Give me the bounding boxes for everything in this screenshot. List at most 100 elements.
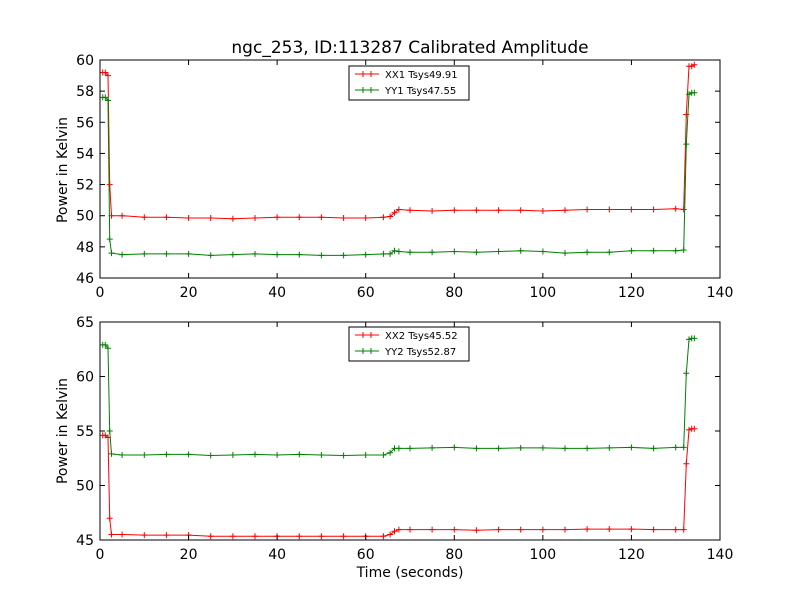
x-tick-label: 20 — [180, 547, 198, 563]
x-tick-label: 20 — [180, 285, 198, 301]
y-tick-label: 60 — [76, 370, 94, 386]
legend-marker-xx1 — [360, 71, 374, 77]
data-point-1-0-31 — [628, 526, 635, 533]
data-point-1-1-30 — [606, 444, 613, 451]
data-point-0-0-9 — [207, 215, 214, 221]
data-point-1-1-34 — [680, 444, 687, 451]
data-point-0-0-28 — [562, 207, 568, 214]
data-point-0-1-6 — [141, 250, 148, 257]
data-point-0-1-26 — [517, 247, 524, 254]
data-point-1-0-24 — [473, 527, 480, 534]
data-point-0-0-24 — [473, 207, 480, 214]
data-point-1-1-2 — [105, 345, 111, 352]
data-point-1-0-3 — [106, 515, 113, 522]
data-point-0-0-19 — [391, 209, 398, 216]
data-point-0-1-23 — [451, 248, 458, 255]
top-legend-entry-1: XX1 Tsys49.91 — [355, 70, 458, 81]
x-axis-label: Time (seconds) — [356, 565, 464, 581]
data-point-0-1-10 — [229, 251, 236, 258]
x-tick-label: 60 — [357, 285, 375, 301]
data-point-0-0-29 — [584, 206, 591, 213]
data-point-1-1-20 — [395, 445, 402, 452]
data-point-0-1-22 — [429, 249, 436, 256]
data-point-0-1-18 — [387, 250, 394, 257]
top-axis-ticks: 0 20 40 60 80 100 120 140 46 48 50 52 54 56 58 60 — [76, 53, 733, 301]
data-point-0-0-17 — [380, 214, 387, 221]
data-point-0-0-22 — [429, 208, 436, 214]
data-point-1-1-33 — [672, 444, 679, 451]
data-point-1-1-38 — [691, 335, 698, 342]
data-point-1-0-11 — [252, 533, 258, 540]
legend-label-yy1: YY1 Tsys47.55 — [384, 86, 456, 97]
data-point-0-1-30 — [606, 249, 613, 256]
data-point-1-0-26 — [517, 526, 524, 533]
data-point-1-0-30 — [606, 526, 613, 533]
data-point-1-0-5 — [119, 531, 126, 538]
data-point-1-1-29 — [584, 445, 591, 452]
data-point-0-0-25 — [495, 207, 502, 214]
data-point-0-0-18 — [387, 213, 394, 220]
x-tick-label: 100 — [529, 547, 556, 563]
y-tick-label: 45 — [76, 533, 94, 549]
data-point-1-1-36 — [686, 336, 692, 343]
data-point-1-1-3 — [106, 428, 113, 434]
data-point-0-0-8 — [185, 215, 192, 221]
data-point-1-0-21 — [407, 526, 413, 533]
x-tick-label: 120 — [618, 547, 645, 563]
x-tick-label: 140 — [707, 285, 734, 301]
data-point-1-1-7 — [163, 451, 170, 458]
data-point-0-1-7 — [163, 250, 170, 257]
data-point-0-1-15 — [340, 252, 347, 259]
bottom-axis-ticks: 0 20 40 60 80 100 120 140 45 50 55 60 65 — [76, 315, 733, 563]
data-point-0-0-21 — [407, 207, 413, 214]
data-point-0-1-27 — [539, 248, 546, 255]
top-legend-box — [348, 65, 470, 101]
data-point-1-0-7 — [163, 532, 170, 539]
data-point-0-1-31 — [628, 247, 635, 254]
data-point-1-1-11 — [252, 451, 258, 458]
data-point-0-1-9 — [207, 252, 214, 259]
data-point-0-0-26 — [517, 207, 524, 214]
data-point-0-1-24 — [473, 249, 480, 256]
data-point-0-1-21 — [407, 249, 413, 256]
legend-marker-yy2 — [360, 348, 374, 354]
data-point-0-1-12 — [274, 251, 281, 258]
data-point-1-1-15 — [340, 452, 347, 459]
data-point-0-0-23 — [451, 207, 458, 214]
data-point-1-0-29 — [584, 526, 591, 533]
data-point-1-1-6 — [141, 452, 148, 458]
bottom-legend: XX2 Tsys45.52 YY2 Tsys52.87 — [348, 326, 470, 362]
y-tick-label: 55 — [76, 424, 94, 440]
x-tick-label: 60 — [357, 547, 375, 563]
data-point-1-1-1 — [102, 341, 109, 348]
data-point-0-0-31 — [628, 206, 635, 213]
y-tick-label: 54 — [76, 146, 94, 162]
legend-label-xx2: XX2 Tsys45.52 — [385, 331, 458, 342]
data-point-1-0-34 — [680, 526, 687, 533]
y-tick-label: 52 — [76, 178, 94, 194]
data-point-1-0-36 — [686, 426, 692, 433]
x-tick-label: 100 — [529, 285, 556, 301]
data-point-0-1-14 — [318, 252, 325, 259]
data-point-0-0-3 — [106, 181, 113, 188]
y-tick-label: 60 — [76, 53, 94, 69]
data-point-0-0-38 — [691, 61, 698, 68]
y-tick-label: 65 — [76, 315, 94, 331]
data-point-0-0-33 — [672, 205, 679, 212]
data-point-1-1-23 — [451, 444, 458, 451]
data-point-1-0-20 — [395, 526, 402, 533]
data-point-0-1-19 — [391, 247, 398, 254]
data-point-0-0-14 — [318, 214, 325, 221]
data-point-0-0-13 — [296, 214, 303, 221]
data-point-1-0-32 — [650, 526, 657, 533]
data-point-0-1-2 — [105, 97, 111, 104]
data-point-0-0-34 — [680, 206, 687, 213]
data-point-1-0-35 — [683, 460, 690, 467]
data-point-1-0-15 — [340, 533, 347, 540]
data-point-0-0-15 — [340, 215, 347, 221]
data-point-1-0-10 — [229, 533, 236, 540]
top-legend: XX1 Tsys49.91 YY1 Tsys47.55 — [348, 65, 470, 101]
data-point-1-1-5 — [119, 452, 126, 458]
y-tick-label: 46 — [76, 271, 94, 287]
